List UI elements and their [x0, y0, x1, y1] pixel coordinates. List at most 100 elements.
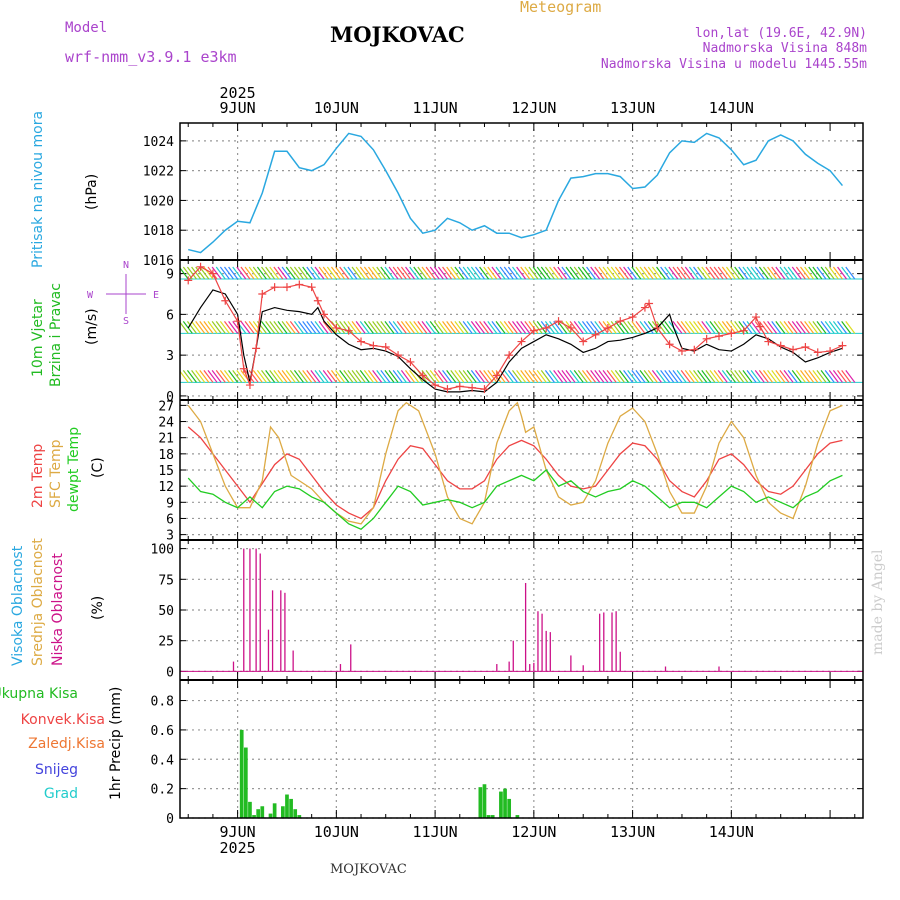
wind-barb	[203, 369, 214, 383]
wind-barb	[565, 266, 576, 280]
wind-barb	[647, 321, 658, 334]
precip-ytick-label: 0.2	[151, 783, 174, 798]
wind-barb	[713, 369, 724, 383]
wind-barb	[244, 266, 255, 280]
wind-barb	[516, 266, 527, 280]
wind-gust-marker	[616, 317, 625, 326]
wind-barb	[400, 369, 411, 383]
wind-barb	[832, 369, 843, 383]
wind-barb	[421, 266, 432, 280]
top-day-label: 14JUN	[709, 99, 754, 117]
wind-barb	[804, 321, 815, 334]
temperature-ytick-label: 27	[158, 399, 174, 414]
wind-barb	[812, 321, 823, 334]
wind-barb	[516, 321, 527, 334]
wind-barb	[565, 369, 576, 383]
wind-gust-marker	[455, 382, 464, 391]
wind-barb	[771, 369, 782, 383]
wind-barb	[837, 321, 848, 334]
precip-ytick-label: 0.4	[151, 753, 175, 768]
wind-barb	[417, 266, 428, 280]
wind-barb	[557, 321, 568, 334]
wind-barb	[520, 321, 531, 334]
wind-barb	[598, 369, 609, 383]
top-day-label: 10JUN	[314, 99, 359, 117]
wind-barb	[479, 266, 490, 280]
bottom-year-label: 2025	[220, 839, 256, 857]
wind-barb	[454, 266, 465, 280]
wind-gust-marker	[344, 326, 353, 335]
bottom-day-label: 14JUN	[709, 823, 754, 841]
wind-barb	[763, 369, 773, 383]
wind-barb	[697, 266, 708, 280]
wind-barb	[573, 369, 584, 383]
wind-barb	[750, 369, 761, 383]
wind-barb	[306, 321, 317, 334]
wind-barb	[512, 369, 522, 383]
wind-barb	[487, 321, 498, 334]
wind-barb	[388, 369, 399, 383]
wind-barb	[458, 266, 469, 280]
wind-barb	[314, 321, 325, 334]
wind-barb	[228, 321, 239, 334]
wind-barb	[532, 369, 543, 383]
wind-barb	[536, 266, 547, 280]
wind-barb	[573, 321, 584, 334]
wind-barb	[392, 266, 403, 280]
wind-barb	[557, 266, 568, 280]
wind-barb	[479, 369, 490, 383]
wind-barb	[269, 266, 280, 280]
wind-barb	[643, 369, 654, 383]
wind-barb	[820, 266, 831, 280]
wind-gust-marker	[677, 347, 686, 356]
precip-bar	[486, 815, 491, 818]
wind-barb	[660, 369, 671, 383]
wind-barb	[330, 369, 341, 383]
wind-barb	[339, 266, 350, 280]
wind-gust-marker	[443, 385, 452, 394]
wind-barb	[252, 369, 263, 383]
wind-barb	[483, 321, 494, 334]
wind-barb	[446, 321, 457, 334]
wind-barb	[351, 266, 362, 280]
wind-barb	[828, 321, 839, 334]
wind-barb	[405, 321, 416, 334]
wind-barb	[812, 369, 823, 383]
precip-bar	[478, 787, 483, 818]
wind-barb	[470, 266, 481, 280]
wind-barb	[368, 321, 378, 334]
wind-barb	[450, 369, 461, 383]
wind-barb	[804, 369, 815, 383]
wind-barb	[524, 266, 535, 280]
wind-barb	[207, 321, 218, 334]
precip-bar	[507, 798, 512, 818]
wind-barb	[248, 369, 259, 383]
wind-barb	[355, 321, 366, 334]
wind-barb	[487, 266, 498, 280]
bottom-day-label: 10JUN	[314, 823, 359, 841]
wind-barb	[606, 266, 617, 280]
wind-barb	[561, 266, 572, 280]
wind-barb	[750, 266, 761, 280]
wind-barb	[623, 321, 634, 334]
wind-barb	[359, 321, 370, 334]
wind-gust-marker	[752, 313, 761, 322]
wind-barb	[285, 369, 296, 383]
wind-barb	[631, 369, 642, 383]
wind-barb	[347, 266, 358, 280]
wind-barb	[746, 369, 757, 383]
wind-barb	[758, 321, 769, 334]
wind-gust-marker	[801, 342, 810, 351]
wind-gust-marker	[245, 381, 254, 390]
wind-barb	[627, 266, 638, 280]
wind-barb	[298, 369, 309, 383]
precip-bar	[281, 806, 285, 818]
wind-gust-marker	[838, 341, 847, 350]
wind-barb	[417, 321, 428, 334]
wind-barb	[503, 321, 514, 334]
wind-barb	[363, 369, 374, 383]
precip-legend-snow: Snijeg	[34, 762, 78, 778]
precip-bar	[260, 806, 265, 818]
wind-barb	[725, 266, 736, 280]
wind-barb	[532, 321, 543, 334]
